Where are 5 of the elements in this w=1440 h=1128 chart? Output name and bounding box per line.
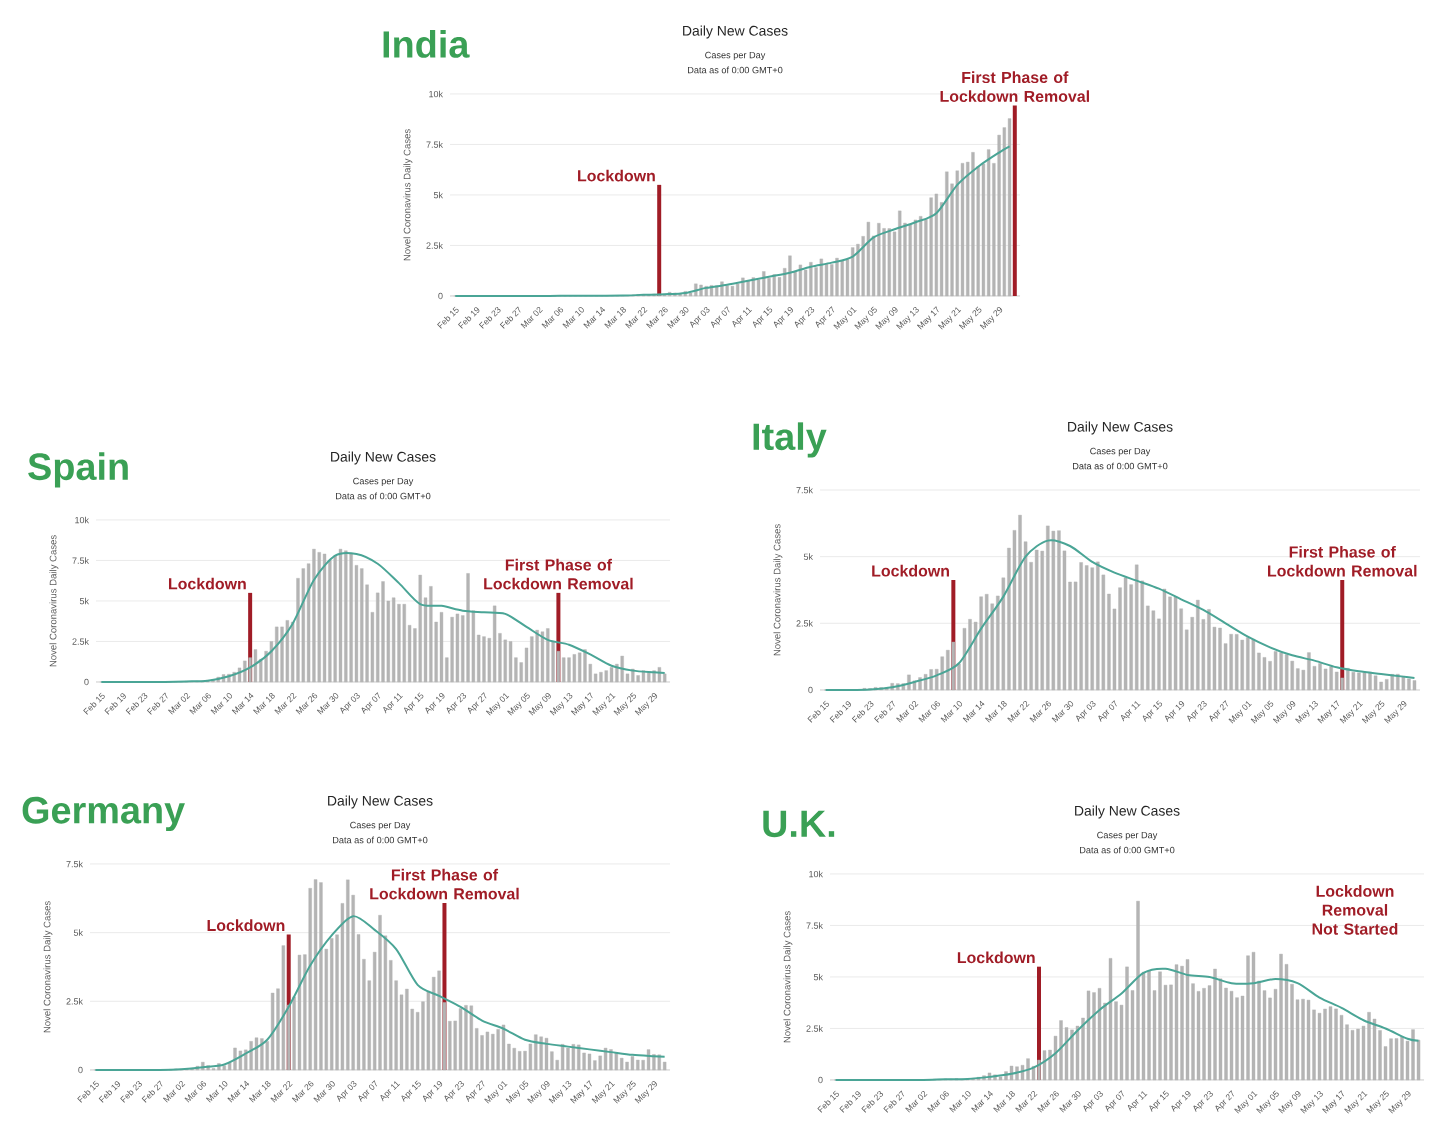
chart-title: Italy: [753, 422, 827, 458]
chart-title: Germany: [22, 796, 185, 832]
chart-title: India: [383, 30, 470, 58]
chart-title: Spain: [28, 452, 128, 488]
chart-title: U.K.: [763, 810, 835, 838]
